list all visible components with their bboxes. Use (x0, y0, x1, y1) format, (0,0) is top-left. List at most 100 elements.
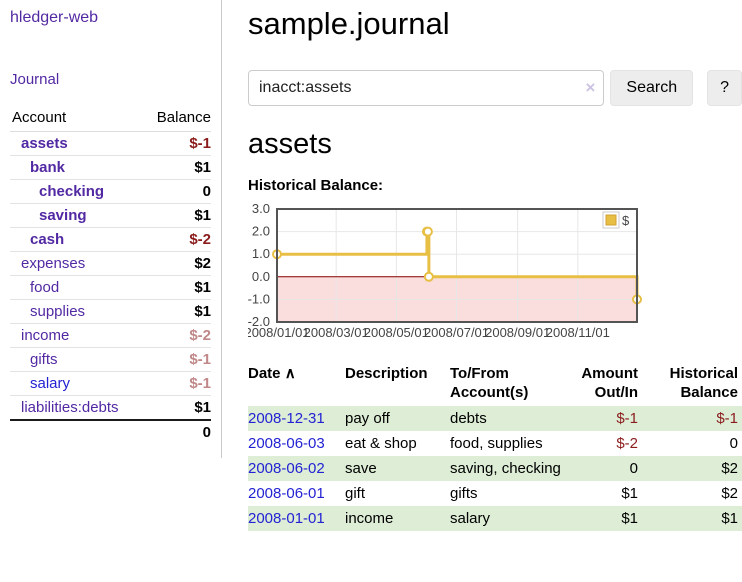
transaction-date-link[interactable]: 2008-06-03 (248, 435, 325, 452)
register-table: Date ∧ Description To/From Account(s) Am… (248, 362, 742, 531)
transaction-accounts: gifts (450, 485, 478, 502)
transaction-balance: $2 (721, 485, 738, 502)
sort-ascending-icon: ∧ (284, 365, 296, 382)
transaction-description: income (345, 510, 394, 527)
transaction-date-link[interactable]: 2008-01-01 (248, 510, 325, 527)
y-axis-tick-label: 0.0 (252, 269, 270, 284)
transaction-amount: 0 (629, 460, 638, 477)
account-link-expenses[interactable]: expenses (21, 255, 86, 272)
search-button[interactable]: Search (610, 70, 694, 106)
transaction-description: save (345, 460, 377, 477)
amount-column-header: Amount Out/In (581, 365, 638, 401)
transaction-accounts: food, supplies (450, 435, 543, 452)
account-link-income[interactable]: income (21, 327, 70, 344)
data-point-marker (423, 271, 434, 282)
legend-label: $ (622, 213, 630, 228)
account-row: income $-2 (10, 323, 211, 348)
account-balance: $-2 (144, 227, 211, 252)
x-axis-tick-label: 2008/05/01 (364, 325, 429, 340)
account-row: food $1 (10, 275, 211, 300)
account-row: bank $1 (10, 155, 211, 180)
account-balance: $1 (144, 395, 211, 421)
transaction-balance: $-1 (716, 410, 738, 427)
historical-balance-chart: $3.0 2.0 1.0 0.0 -1.0 -2.0 2008/01/01 2008/03/0… (244, 201, 742, 340)
transaction-accounts: debts (450, 410, 487, 427)
account-link-food[interactable]: food (30, 279, 60, 296)
balance-column-header: Historical Balance (669, 365, 738, 401)
chart-title: Historical Balance: (248, 177, 384, 194)
account-balance: $-1 (144, 371, 211, 396)
account-row: checking 0 (10, 179, 211, 204)
account-balance: $1 (144, 299, 211, 324)
clear-search-icon[interactable]: × (585, 78, 596, 97)
account-row: supplies $1 (10, 299, 211, 324)
transaction-row: 2008-01-01 income salary $1 $1 (248, 506, 742, 531)
accounts-table: Account Balance assets $-1 bank $1 checking 0… (10, 106, 211, 444)
accounts-column-header: Account (10, 106, 145, 132)
account-balance: $-1 (144, 131, 211, 156)
account-link-cash[interactable]: cash (30, 231, 65, 248)
y-axis-tick-label: 3.0 (252, 202, 270, 216)
transaction-amount: $1 (621, 485, 638, 502)
help-button[interactable]: ? (707, 70, 742, 106)
date-column-header[interactable]: Date ∧ (248, 365, 296, 382)
chart-canvas: $3.0 2.0 1.0 0.0 -1.0 -2.02008/01/012008/03/0… (244, 201, 642, 340)
account-heading: assets (248, 128, 332, 160)
y-axis-tick-label: -2.0 (248, 314, 270, 329)
account-row: cash $-2 (10, 227, 211, 252)
transaction-row: 2008-12-31 pay off debts $-1 $-1 (248, 406, 742, 431)
account-balance: $-2 (144, 323, 211, 348)
legend-swatch (605, 214, 617, 226)
accounts-total-row: 0 (10, 419, 211, 444)
tofrom-column-header: To/From Account(s) (450, 365, 529, 401)
transaction-amount: $-1 (616, 410, 638, 427)
x-axis-tick-label: 2008/11/01 (546, 325, 610, 340)
transaction-date-link[interactable]: 2008-06-01 (248, 485, 325, 502)
account-balance: $1 (144, 275, 211, 300)
transaction-row: 2008-06-02 save saving, checking 0 $2 (248, 456, 742, 481)
x-axis-tick-label: 2008/09/01 (485, 325, 550, 340)
account-link-bank[interactable]: bank (30, 159, 66, 176)
account-balance: $-1 (144, 347, 211, 372)
account-balance: $2 (144, 251, 211, 276)
account-row: gifts $-1 (10, 347, 211, 372)
transaction-description: eat & shop (345, 435, 417, 452)
account-link-checking[interactable]: checking (39, 183, 105, 200)
account-link-liabilities-debts[interactable]: liabilities:debts (21, 399, 119, 416)
transaction-description: gift (345, 485, 366, 502)
transaction-amount: $1 (621, 510, 638, 527)
transaction-accounts: saving, checking (450, 460, 561, 477)
account-link-assets[interactable]: assets (21, 135, 68, 152)
x-axis-tick-label: 2008/01/01 (248, 325, 310, 340)
page-title: sample.journal (248, 6, 450, 41)
transaction-date-link[interactable]: 2008-12-31 (248, 410, 325, 427)
account-row: expenses $2 (10, 251, 211, 276)
account-row: liabilities:debts $1 (10, 395, 211, 421)
transaction-description: pay off (345, 410, 390, 427)
transaction-balance: 0 (729, 435, 738, 452)
data-point-marker (422, 226, 433, 237)
y-axis-tick-label: 1.0 (252, 246, 270, 261)
account-link-saving[interactable]: saving (39, 207, 87, 224)
x-axis-tick-label: 2008/07/01 (424, 325, 489, 340)
nav-journal-link[interactable]: Journal (10, 71, 60, 88)
account-link-supplies[interactable]: supplies (30, 303, 86, 320)
account-row: salary $-1 (10, 371, 211, 396)
transaction-date-link[interactable]: 2008-06-02 (248, 460, 325, 477)
account-balance: $1 (144, 203, 211, 228)
account-link-gifts[interactable]: gifts (30, 351, 58, 368)
y-axis-tick-label: -1.0 (248, 291, 270, 306)
account-balance: $1 (144, 155, 211, 180)
search-form: × Search ? (248, 70, 742, 106)
search-input[interactable] (248, 70, 605, 106)
transaction-balance: $2 (721, 460, 738, 477)
plot-border (276, 208, 638, 323)
account-row: assets $-1 (10, 131, 211, 156)
transaction-accounts: salary (450, 510, 491, 527)
accounts-total-value: 0 (144, 419, 211, 444)
transaction-row: 2008-06-01 gift gifts $1 $2 (248, 481, 742, 506)
account-balance: 0 (144, 179, 211, 204)
account-link-salary[interactable]: salary (30, 375, 71, 392)
register-header-row: Date ∧ Description To/From Account(s) Am… (248, 362, 742, 406)
brand-link[interactable]: hledger-web (10, 9, 99, 26)
